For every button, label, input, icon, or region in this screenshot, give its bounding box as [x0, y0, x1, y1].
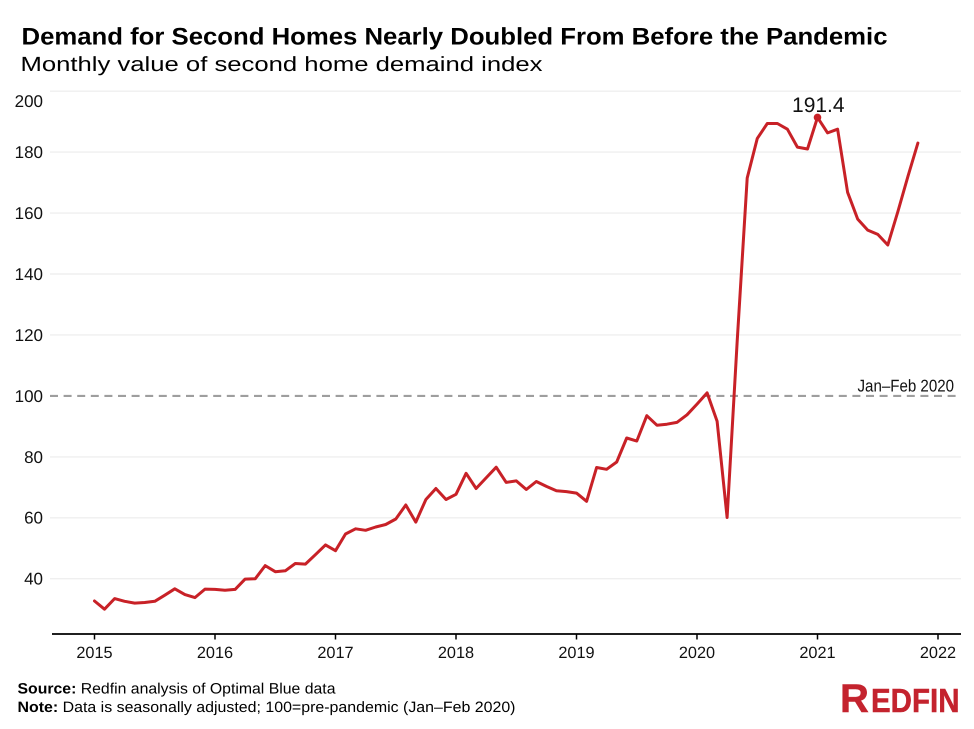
- svg-text:120: 120: [15, 326, 43, 345]
- svg-text:2020: 2020: [679, 644, 715, 662]
- svg-text:160: 160: [15, 204, 43, 223]
- svg-text:2022: 2022: [920, 644, 956, 662]
- svg-text:R: R: [840, 677, 869, 721]
- svg-text:2017: 2017: [317, 644, 353, 662]
- svg-text:Jan–Feb 2020: Jan–Feb 2020: [858, 377, 955, 396]
- svg-text:180: 180: [15, 143, 43, 162]
- svg-text:EDFIN: EDFIN: [871, 683, 960, 720]
- svg-text:60: 60: [24, 509, 43, 528]
- svg-text:Source: Redfin analysis of Opt: Source: Redfin analysis of Optimal Blue …: [18, 681, 337, 698]
- svg-text:Monthly value of second home d: Monthly value of second home demaind ind…: [21, 53, 544, 76]
- svg-text:Demand for Second Homes Nearly: Demand for Second Homes Nearly Doubled F…: [22, 24, 888, 51]
- svg-text:140: 140: [15, 265, 43, 284]
- svg-text:191.4: 191.4: [792, 94, 845, 117]
- svg-text:2021: 2021: [799, 644, 835, 662]
- svg-text:Note: Data is seasonally adjus: Note: Data is seasonally adjusted; 100=p…: [18, 699, 516, 716]
- svg-text:2018: 2018: [438, 644, 474, 662]
- svg-text:2015: 2015: [76, 644, 112, 662]
- svg-text:200: 200: [15, 92, 43, 111]
- svg-text:2019: 2019: [558, 644, 594, 662]
- svg-text:80: 80: [24, 448, 43, 467]
- svg-text:40: 40: [24, 570, 43, 589]
- svg-text:2016: 2016: [197, 644, 233, 662]
- svg-text:100: 100: [15, 387, 43, 406]
